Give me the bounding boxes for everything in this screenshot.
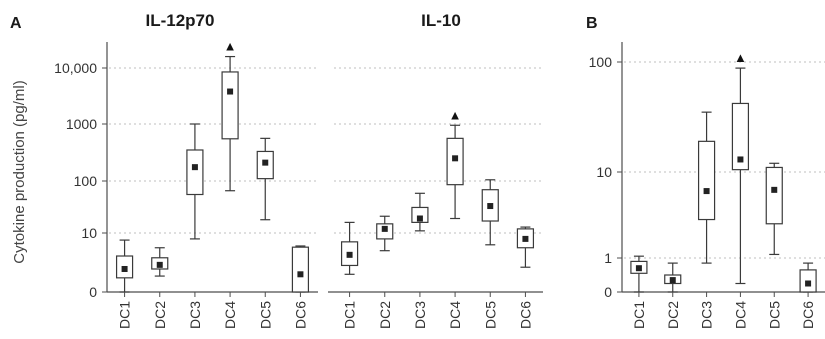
x-tick-label: DC6: [292, 301, 308, 329]
outlier-marker: ▲: [224, 39, 237, 54]
median-marker: [522, 235, 529, 242]
x-tick-label: DC5: [766, 301, 782, 329]
iqr-box: [186, 149, 204, 196]
chart-title: IL-10: [421, 11, 461, 30]
box-dc1: DC1: [340, 221, 359, 329]
y-tick-label: 0: [89, 284, 97, 300]
median-marker: [737, 156, 744, 163]
x-tick-label: DC5: [482, 301, 498, 329]
y-tick-label: 10: [596, 164, 612, 180]
box-dc5: DC5: [481, 179, 499, 329]
iqr-box: [765, 166, 783, 225]
x-tick-label: DC1: [117, 301, 133, 329]
y-tick-label: 10,000: [54, 60, 97, 76]
chart-panel-2: IL-10 DC1 DC2 DC3 ▲ DC4 DC5 DC6: [328, 11, 543, 329]
y-tick-label: 10: [81, 225, 97, 241]
iqr-box: [291, 246, 310, 293]
y-tick-label: 100: [589, 54, 613, 70]
y-tick-label: 100: [74, 173, 98, 189]
median-marker: [452, 155, 459, 162]
median-marker: [121, 265, 128, 272]
chart-panel-3: 0 1 10 100 DC1 DC2 DC3 ▲ DC4 DC5 DC6: [589, 42, 825, 329]
iqr-box: [411, 206, 429, 223]
box-dc6: DC6: [799, 262, 817, 329]
box-dc1: DC1: [115, 239, 134, 329]
median-marker: [635, 265, 642, 272]
x-tick-label: DC3: [187, 301, 203, 329]
x-tick-label: DC1: [342, 301, 358, 329]
median-marker: [416, 215, 423, 222]
chart-title: IL-12p70: [146, 11, 215, 30]
median-marker: [156, 261, 163, 268]
x-tick-label: DC1: [631, 301, 647, 329]
y-tick-label: 1000: [66, 116, 97, 132]
x-tick-label: DC5: [257, 301, 273, 329]
y-axis-label: Cytokine production (pg/ml): [11, 80, 28, 263]
box-dc2: DC2: [376, 215, 394, 329]
box-dc3: DC3: [186, 123, 204, 329]
iqr-box: [731, 102, 750, 171]
box-dc3: DC3: [697, 111, 716, 329]
box-dc5: DC5: [256, 137, 274, 329]
iqr-box: [697, 140, 716, 221]
x-tick-label: DC2: [152, 301, 168, 329]
median-marker: [771, 186, 778, 193]
median-marker: [297, 271, 304, 278]
median-marker: [805, 280, 812, 287]
x-tick-label: DC4: [447, 301, 463, 329]
median-marker: [381, 225, 388, 232]
median-marker: [227, 88, 234, 95]
box-dc4: ▲ DC4: [731, 50, 750, 329]
box-dc2: DC2: [151, 247, 169, 329]
x-tick-label: DC4: [732, 301, 748, 329]
x-tick-label: DC3: [699, 301, 715, 329]
x-tick-label: DC6: [800, 301, 816, 329]
median-marker: [669, 277, 676, 284]
median-marker: [487, 203, 494, 210]
outlier-marker: ▲: [734, 50, 747, 65]
x-tick-label: DC6: [517, 301, 533, 329]
x-tick-label: DC3: [412, 301, 428, 329]
box-dc1: DC1: [630, 255, 648, 329]
box-dc4: ▲ DC4: [446, 107, 464, 329]
iqr-box: [221, 71, 239, 140]
y-tick-label: 1: [604, 250, 612, 266]
box-dc2: DC2: [664, 262, 682, 329]
chart-panel-1: 0 10 100 1000 10,000 IL-12p70 DC1 DC2 DC3 ▲ DC4 DC5…: [54, 11, 318, 329]
median-marker: [703, 188, 710, 195]
panel-label-a: A: [10, 15, 22, 32]
x-tick-label: DC4: [222, 301, 238, 329]
x-tick-label: DC2: [377, 301, 393, 329]
box-dc4: ▲ DC4: [221, 39, 239, 329]
median-marker: [346, 251, 353, 258]
panel-label-b: B: [586, 15, 598, 32]
median-marker: [191, 164, 198, 171]
y-tick-label: 0: [604, 284, 612, 300]
box-dc6: DC6: [291, 245, 310, 329]
box-dc3: DC3: [411, 192, 429, 329]
x-tick-label: DC2: [665, 301, 681, 329]
box-dc5: DC5: [765, 162, 783, 329]
median-marker: [262, 159, 269, 166]
iqr-box: [446, 137, 464, 186]
outlier-marker: ▲: [449, 107, 462, 122]
box-dc6: DC6: [516, 226, 535, 329]
